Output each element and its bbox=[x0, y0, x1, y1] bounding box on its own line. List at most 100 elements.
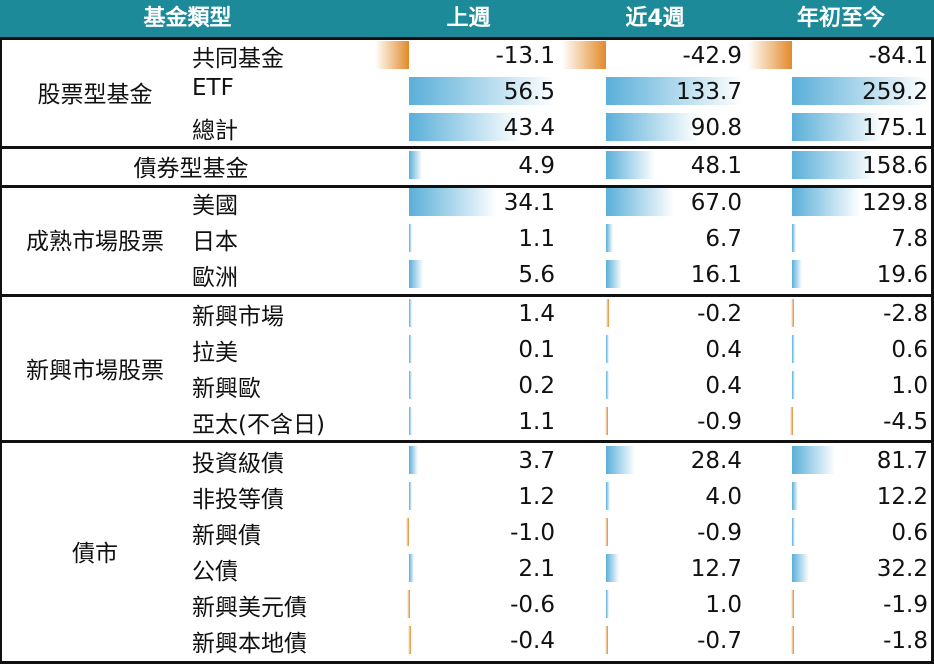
value-bar bbox=[792, 482, 799, 510]
value-label: -0.4 bbox=[510, 628, 555, 654]
value-label: 90.8 bbox=[690, 115, 742, 141]
value-bar bbox=[791, 626, 795, 654]
value-label: -4.5 bbox=[883, 409, 928, 435]
row-label: 美國 bbox=[192, 193, 238, 219]
value-label: 158.6 bbox=[862, 153, 928, 179]
value-label: 1.4 bbox=[518, 301, 555, 327]
value-label: 28.4 bbox=[690, 448, 742, 474]
value-bar bbox=[605, 188, 674, 216]
value-bar bbox=[605, 113, 699, 141]
value-bar bbox=[375, 41, 409, 69]
value-bar bbox=[792, 371, 796, 399]
value-bar bbox=[605, 590, 609, 618]
value-label: -1.9 bbox=[883, 592, 928, 618]
group-separator bbox=[0, 146, 934, 149]
value-bar bbox=[408, 188, 498, 216]
group-label: 債券型基金 bbox=[133, 156, 249, 182]
value-label: -1.8 bbox=[883, 628, 928, 654]
value-bar bbox=[605, 335, 609, 363]
value-bar bbox=[407, 626, 411, 654]
value-label: -0.6 bbox=[510, 592, 555, 618]
value-bar bbox=[605, 299, 609, 327]
value-label: 32.2 bbox=[876, 556, 928, 582]
row-label: 拉美 bbox=[192, 340, 238, 366]
value-label: 1.0 bbox=[891, 373, 928, 399]
value-bar bbox=[605, 260, 623, 288]
value-label: 0.6 bbox=[891, 520, 928, 546]
group-label: 新興市場股票 bbox=[26, 358, 164, 384]
group-separator bbox=[0, 294, 934, 297]
header-week: 上週 bbox=[446, 6, 491, 31]
value-label: -13.1 bbox=[495, 43, 555, 69]
value-bar bbox=[408, 407, 412, 435]
right-border bbox=[931, 38, 934, 664]
left-border bbox=[0, 38, 2, 664]
group-label: 債市 bbox=[72, 541, 118, 567]
value-bar bbox=[605, 77, 742, 105]
value-bar bbox=[408, 335, 412, 363]
row-label: ETF bbox=[192, 75, 234, 101]
group-label: 股票型基金 bbox=[37, 82, 153, 108]
value-bar bbox=[605, 224, 613, 252]
value-label: 1.1 bbox=[518, 226, 555, 252]
group-label: 成熟市場股票 bbox=[26, 229, 164, 255]
value-label: 67.0 bbox=[690, 190, 742, 216]
value-bar bbox=[408, 224, 412, 252]
bottom-border bbox=[0, 661, 934, 664]
value-label: -0.9 bbox=[697, 409, 742, 435]
value-label: -0.7 bbox=[697, 628, 742, 654]
value-label: 19.6 bbox=[876, 262, 928, 288]
group-separator bbox=[0, 440, 934, 443]
value-bar bbox=[790, 299, 794, 327]
value-bar bbox=[562, 41, 606, 69]
value-bar bbox=[792, 188, 861, 216]
value-label: 43.4 bbox=[503, 115, 555, 141]
row-label: 日本 bbox=[192, 229, 238, 255]
value-bar bbox=[408, 299, 413, 327]
row-label: 共同基金 bbox=[192, 46, 284, 72]
header-category: 基金類型 bbox=[143, 6, 232, 31]
header-ytd: 年初至今 bbox=[796, 6, 885, 31]
value-bar bbox=[792, 77, 928, 105]
value-bar bbox=[792, 446, 835, 474]
value-bar bbox=[748, 41, 793, 69]
value-bar bbox=[792, 554, 809, 582]
value-label: 175.1 bbox=[862, 115, 928, 141]
value-label: -0.2 bbox=[697, 301, 742, 327]
value-bar bbox=[406, 518, 410, 546]
value-label: 1.1 bbox=[518, 409, 555, 435]
value-label: 81.7 bbox=[876, 448, 928, 474]
value-bar bbox=[408, 260, 424, 288]
row-label: 非投等債 bbox=[192, 487, 284, 513]
row-label: 公債 bbox=[192, 559, 238, 585]
value-label: 0.4 bbox=[705, 373, 742, 399]
value-label: 56.5 bbox=[503, 79, 555, 105]
value-bar bbox=[605, 482, 610, 510]
value-bar bbox=[605, 151, 655, 179]
value-label: 0.2 bbox=[518, 373, 555, 399]
value-label: 0.6 bbox=[891, 337, 928, 363]
row-label: 歐洲 bbox=[192, 265, 238, 291]
value-bar bbox=[604, 518, 608, 546]
value-label: 3.7 bbox=[518, 448, 555, 474]
value-bar bbox=[605, 626, 608, 654]
group-separator bbox=[0, 185, 934, 188]
value-bar bbox=[407, 590, 411, 618]
value-bar bbox=[789, 407, 793, 435]
value-label: 7.8 bbox=[891, 226, 928, 252]
value-bar bbox=[408, 371, 412, 399]
value-bar bbox=[605, 371, 609, 399]
table-header bbox=[0, 0, 934, 38]
value-bar bbox=[604, 407, 608, 435]
value-label: 133.7 bbox=[676, 79, 742, 105]
row-label: 總計 bbox=[192, 118, 238, 144]
row-label: 新興美元債 bbox=[192, 595, 307, 621]
value-label: -84.1 bbox=[868, 43, 928, 69]
value-bar bbox=[791, 590, 795, 618]
value-label: -1.0 bbox=[510, 520, 555, 546]
value-label: 12.2 bbox=[876, 484, 928, 510]
value-label: 6.7 bbox=[705, 226, 742, 252]
value-label: -42.9 bbox=[682, 43, 742, 69]
value-label: 4.0 bbox=[705, 484, 742, 510]
